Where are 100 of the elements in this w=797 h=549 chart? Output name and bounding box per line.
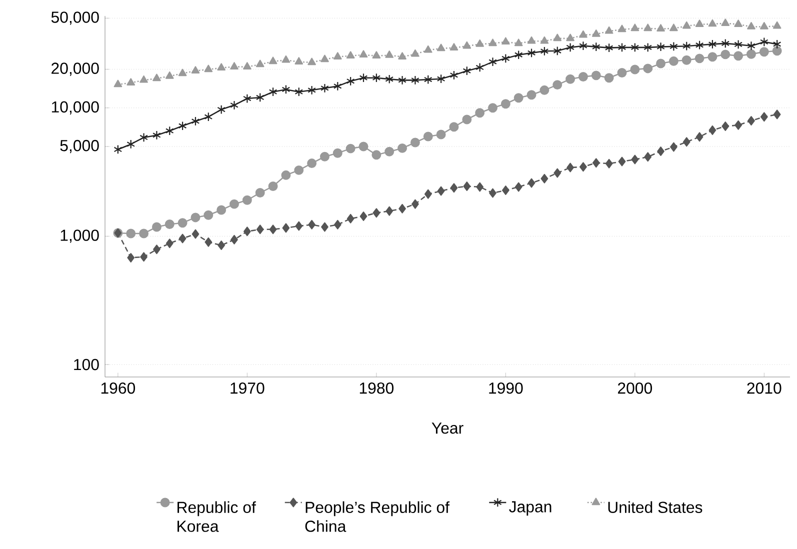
point — [398, 52, 406, 60]
point — [384, 146, 394, 156]
point — [514, 182, 522, 192]
point — [476, 39, 484, 47]
point — [695, 40, 704, 50]
y-tick-label: 100 — [74, 358, 99, 370]
point — [165, 71, 174, 79]
point — [192, 229, 200, 239]
point — [385, 50, 394, 58]
point — [592, 29, 600, 37]
point — [256, 60, 264, 68]
point — [760, 37, 768, 47]
y-tick-label: 5,000 — [60, 140, 99, 154]
point — [114, 80, 122, 88]
point — [617, 68, 627, 78]
point — [268, 56, 278, 64]
point — [218, 240, 226, 250]
point — [708, 125, 716, 135]
point — [747, 41, 756, 51]
x-tick-label: 1970 — [230, 382, 264, 394]
point — [554, 168, 562, 178]
point — [580, 162, 587, 172]
point — [320, 152, 330, 162]
point — [346, 214, 354, 224]
point — [502, 186, 510, 196]
point — [152, 130, 161, 140]
point — [255, 188, 265, 198]
point — [450, 43, 458, 50]
y-tick-label: 50,000 — [51, 12, 99, 25]
point — [592, 42, 600, 52]
point — [694, 54, 704, 64]
point — [747, 22, 756, 30]
point — [488, 38, 497, 46]
point — [630, 64, 640, 74]
point — [140, 252, 148, 262]
point — [734, 20, 742, 27]
y-tick-label: 10,000 — [52, 101, 99, 114]
point — [166, 238, 174, 248]
point — [217, 63, 226, 70]
point — [424, 45, 432, 53]
point — [450, 183, 458, 193]
point — [566, 162, 574, 172]
point — [256, 224, 264, 234]
point — [734, 120, 742, 130]
point — [630, 24, 640, 32]
point — [462, 41, 472, 49]
legend-label: United States — [608, 501, 702, 513]
point — [230, 234, 238, 244]
point — [670, 42, 678, 52]
point — [773, 110, 781, 120]
point — [579, 41, 588, 51]
point — [578, 72, 588, 82]
point — [269, 224, 277, 234]
point — [216, 205, 226, 215]
point — [204, 210, 214, 220]
point — [553, 46, 562, 56]
point — [760, 112, 768, 122]
point — [722, 122, 730, 131]
point — [294, 57, 304, 64]
point — [230, 199, 239, 209]
point — [772, 46, 782, 56]
point — [708, 19, 717, 27]
point — [256, 92, 264, 102]
point — [191, 66, 200, 74]
point — [126, 78, 136, 86]
point — [359, 50, 368, 58]
point — [294, 165, 304, 175]
point — [631, 154, 639, 164]
point — [720, 50, 730, 60]
legend-label: Republic of Korea — [178, 501, 256, 532]
point — [656, 42, 665, 52]
point — [618, 24, 626, 32]
point — [643, 64, 653, 74]
point — [204, 112, 213, 122]
point — [282, 84, 290, 94]
point — [437, 186, 445, 196]
point — [126, 228, 136, 238]
point — [630, 42, 640, 52]
point — [566, 74, 576, 84]
point — [463, 182, 471, 191]
point — [488, 57, 497, 67]
point — [139, 228, 149, 238]
point — [398, 204, 406, 214]
point — [553, 34, 562, 42]
x-axis-title: Year — [432, 422, 464, 434]
point — [514, 38, 523, 46]
point — [360, 212, 368, 222]
point — [488, 103, 498, 113]
point — [682, 55, 692, 65]
point — [334, 220, 342, 230]
point — [307, 158, 317, 168]
point — [656, 58, 666, 68]
point — [204, 64, 213, 72]
point — [475, 108, 485, 118]
point — [411, 49, 420, 57]
point — [604, 73, 614, 83]
point — [346, 51, 355, 58]
point — [540, 36, 549, 44]
point — [734, 51, 744, 61]
point — [372, 208, 380, 218]
